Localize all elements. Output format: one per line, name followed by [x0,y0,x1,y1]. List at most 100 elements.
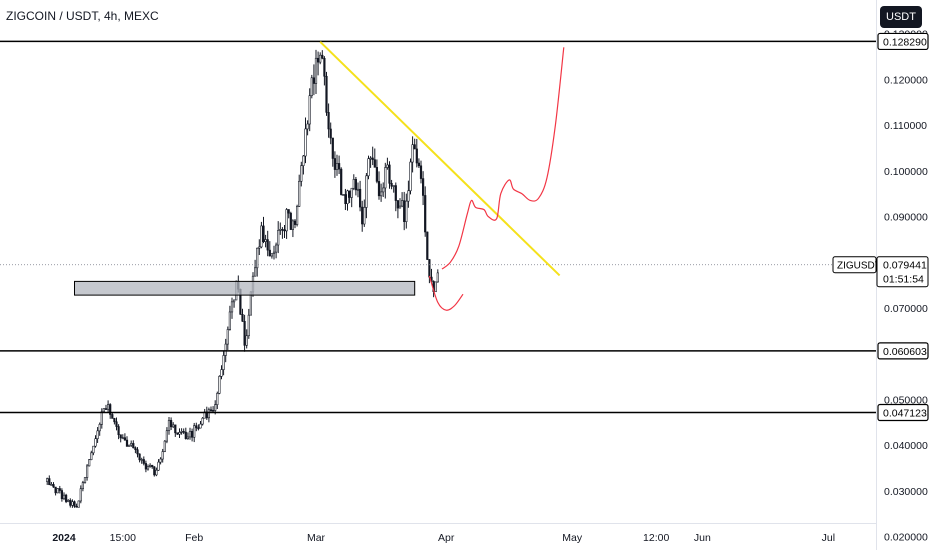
candle [413,138,416,150]
candle [424,186,427,237]
candle [92,445,95,456]
candle-body [121,437,124,439]
candle [407,180,410,208]
candle-body [367,158,370,177]
candle [73,500,76,508]
candle [195,422,198,432]
candle-body [50,484,53,486]
candle [346,189,349,211]
candle [69,498,72,508]
candle [390,179,393,190]
candle-body [384,167,387,189]
candle-body [262,225,265,242]
candle-body [434,281,437,293]
candle-body [107,404,110,410]
candle [289,211,292,230]
candle [119,434,122,443]
candle-body [254,267,257,277]
candle [199,421,202,429]
candle-body [392,185,395,187]
candle-body [165,430,169,442]
candle [293,219,297,229]
candle-body [144,463,148,470]
candle-body [60,490,63,500]
candle-body [71,501,74,506]
level-price-tag-box [877,32,929,51]
candle [373,148,376,168]
candle [323,56,326,86]
candle [209,406,213,413]
candle [266,230,269,257]
candle-body [77,500,80,508]
candle-body [138,453,141,461]
candle-body [69,500,72,506]
candle [365,172,368,219]
plot-background [0,0,876,523]
candle-body [270,253,274,257]
candle-body [306,123,309,130]
candle-body [117,426,120,436]
candle-body [390,183,393,187]
candle [245,329,248,349]
candle-body [222,355,225,370]
candle [180,428,183,435]
candle-body [170,420,173,428]
level-price-tag-box [877,342,929,360]
candle-body [201,417,204,425]
candle-body [298,180,301,207]
candle [379,183,383,202]
candle-body [218,376,221,394]
candles [46,49,439,508]
time-tick-label: Feb [185,532,203,544]
candle [220,365,223,380]
candle [274,242,278,259]
candle [256,247,259,277]
time-axis: 2024 15:00 Feb Mar Apr May 12:00 Jun Jul [52,532,835,544]
candle [396,200,400,219]
candle-body [172,424,175,428]
candle-body [243,321,246,346]
price-tick-label: 0.040000 [884,440,928,452]
candle [222,350,225,376]
candle-body [302,155,305,166]
candle-body [396,200,400,209]
candle-body [373,159,376,168]
time-tick-label: Mar [307,532,326,544]
candle-body [335,163,339,170]
candle-body [245,335,248,346]
candle-body [348,190,351,198]
candle-body [268,249,271,257]
candle-body [289,212,292,230]
candle-body [340,168,343,195]
level-price-tag-box [877,403,929,422]
candle-body [130,443,133,446]
candle [335,154,339,176]
candle [377,171,381,200]
candle-body [197,427,200,430]
candle [56,488,59,494]
candle-body [102,408,105,412]
candle [281,227,284,239]
projection-path-curve [441,47,565,270]
candle-body [377,181,381,197]
candle-body [88,459,91,467]
candle-body [92,445,95,454]
candle-body [321,54,324,59]
candle-body [146,466,150,470]
candle-body [274,244,278,253]
candle-body [398,205,402,209]
candle [254,259,257,277]
candle [243,314,246,352]
candle-body [140,459,143,461]
candle-body [272,251,276,254]
candle [107,400,110,413]
candle [329,122,332,145]
candle [358,180,362,212]
candle [295,204,299,227]
candle-body [293,220,297,225]
currency-button[interactable]: USDT [880,6,922,28]
price-tick-label: 0.070000 [884,303,928,315]
candle-body [388,164,391,184]
candle [65,493,68,504]
